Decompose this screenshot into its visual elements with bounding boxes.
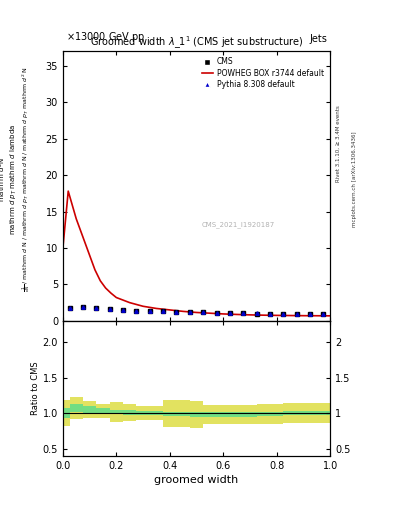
Text: CMS_2021_I1920187: CMS_2021_I1920187 bbox=[202, 222, 275, 228]
Y-axis label: Ratio to CMS: Ratio to CMS bbox=[31, 361, 40, 415]
Text: Rivet 3.1.10, ≥ 3.4M events: Rivet 3.1.10, ≥ 3.4M events bbox=[336, 105, 341, 182]
Text: $\frac{1}{\mathrm{d}N}$ / mathrm $d$ N / mathrm $d$ $p_T$ mathrm $d$ N / mathrm : $\frac{1}{\mathrm{d}N}$ / mathrm $d$ N /… bbox=[20, 66, 31, 292]
X-axis label: groomed width: groomed width bbox=[154, 475, 239, 485]
Text: mcplots.cern.ch [arXiv:1306.3436]: mcplots.cern.ch [arXiv:1306.3436] bbox=[352, 132, 357, 227]
Text: mathrm $d^2$N
mathrm $d$ $p_T$ mathrm $d$ lambda: mathrm $d^2$N mathrm $d$ $p_T$ mathrm $d… bbox=[0, 123, 19, 235]
Text: Jets: Jets bbox=[310, 34, 327, 45]
Legend: CMS, POWHEG BOX r3744 default, Pythia 8.308 default: CMS, POWHEG BOX r3744 default, Pythia 8.… bbox=[199, 55, 326, 91]
Text: $\times$13000 GeV pp: $\times$13000 GeV pp bbox=[66, 30, 145, 45]
Title: Groomed width $\lambda\_1^1$ (CMS jet substructure): Groomed width $\lambda\_1^1$ (CMS jet su… bbox=[90, 35, 303, 51]
